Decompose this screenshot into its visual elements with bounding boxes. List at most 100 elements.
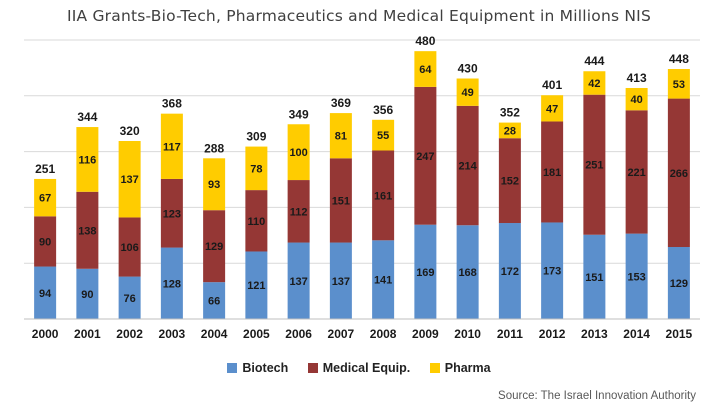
data-label-medical-equip: 112 bbox=[290, 206, 308, 218]
total-label: 352 bbox=[500, 106, 520, 120]
x-tick-label: 2011 bbox=[497, 327, 523, 341]
bar-medical-equip bbox=[583, 94, 606, 235]
legend-label-biotech: Biotech bbox=[242, 361, 289, 375]
x-tick-label: 2003 bbox=[159, 327, 186, 341]
bar-medical-equip bbox=[667, 98, 690, 248]
x-tick-label: 2012 bbox=[539, 327, 566, 341]
legend-label-medical-equip: Medical Equip. bbox=[322, 361, 411, 375]
data-label-medical-equip: 152 bbox=[501, 176, 519, 188]
legend: Biotech Medical Equip. Pharma bbox=[0, 361, 718, 376]
data-label-pharma: 64 bbox=[419, 64, 432, 76]
data-label-medical-equip: 161 bbox=[374, 190, 392, 202]
bar-pharma bbox=[34, 178, 57, 217]
data-label-medical-equip: 181 bbox=[543, 167, 561, 179]
data-label-biotech: 153 bbox=[627, 271, 645, 283]
bar-biotech bbox=[625, 233, 648, 319]
legend-swatch-pharma bbox=[429, 363, 440, 373]
bar-biotech bbox=[329, 242, 352, 319]
data-label-medical-equip: 110 bbox=[248, 216, 266, 228]
chart-title: IIA Grants-Bio-Tech, Pharmaceutics and M… bbox=[66, 7, 651, 25]
data-label-pharma: 49 bbox=[462, 87, 474, 99]
legend-swatch-biotech bbox=[227, 363, 238, 373]
bar-pharma bbox=[160, 113, 183, 179]
data-label-pharma: 117 bbox=[163, 141, 181, 153]
x-tick-label: 2005 bbox=[243, 327, 270, 341]
bar-medical-equip bbox=[498, 138, 521, 224]
data-label-biotech: 66 bbox=[208, 296, 220, 308]
data-label-pharma: 28 bbox=[504, 125, 516, 137]
total-label: 349 bbox=[289, 107, 309, 121]
x-tick-label: 2004 bbox=[201, 327, 228, 341]
data-label-biotech: 128 bbox=[163, 278, 181, 290]
bar-medical-equip bbox=[160, 178, 183, 248]
bar-medical-equip bbox=[203, 210, 226, 283]
bar-pharma bbox=[414, 51, 437, 87]
data-label-biotech: 137 bbox=[289, 276, 307, 288]
bar-biotech bbox=[118, 276, 141, 319]
data-label-pharma: 100 bbox=[289, 147, 307, 159]
total-label: 480 bbox=[415, 34, 435, 48]
data-label-medical-equip: 151 bbox=[332, 195, 350, 207]
total-label: 309 bbox=[246, 130, 266, 144]
total-label: 251 bbox=[35, 162, 55, 176]
data-label-biotech: 169 bbox=[416, 267, 434, 279]
data-label-pharma: 78 bbox=[250, 163, 262, 175]
total-label: 356 bbox=[373, 103, 393, 117]
legend-swatch-medical-equip bbox=[307, 363, 318, 373]
legend-item-biotech: Biotech bbox=[227, 361, 288, 375]
bar-biotech bbox=[203, 282, 226, 319]
bar-pharma bbox=[245, 146, 268, 191]
total-label: 444 bbox=[584, 54, 604, 68]
data-label-biotech: 172 bbox=[501, 266, 519, 278]
bar-pharma bbox=[625, 87, 648, 111]
source-note: Source: The Israel Innovation Authority bbox=[498, 390, 696, 402]
bar-biotech bbox=[583, 234, 606, 319]
data-label-medical-equip: 138 bbox=[78, 225, 96, 237]
bar-medical-equip bbox=[34, 216, 57, 267]
data-label-medical-equip: 106 bbox=[120, 242, 138, 254]
data-label-biotech: 141 bbox=[374, 275, 392, 287]
bar-biotech bbox=[372, 240, 395, 319]
data-label-biotech: 129 bbox=[670, 278, 688, 290]
bar-biotech bbox=[541, 222, 564, 319]
data-label-medical-equip: 221 bbox=[627, 167, 645, 179]
x-tick-label: 2002 bbox=[116, 327, 143, 341]
bar-medical-equip bbox=[118, 217, 141, 277]
bar-pharma bbox=[76, 127, 99, 192]
data-label-biotech: 94 bbox=[39, 288, 52, 300]
legend-item-pharma: Pharma bbox=[429, 361, 491, 375]
plot-area: 94 90 67 251 2000 90 138 116 344 2001 76 106 137 320 2… bbox=[24, 34, 700, 341]
x-tick-label: 2007 bbox=[328, 327, 355, 341]
data-label-pharma: 67 bbox=[39, 193, 51, 205]
bar-biotech bbox=[414, 224, 437, 319]
bar-biotech bbox=[245, 251, 268, 319]
bar-pharma bbox=[667, 69, 690, 99]
x-tick-label: 2015 bbox=[666, 327, 693, 341]
data-label-biotech: 137 bbox=[332, 276, 350, 288]
data-label-pharma: 55 bbox=[377, 130, 389, 142]
x-tick-label: 2013 bbox=[581, 327, 608, 341]
bar-medical-equip bbox=[414, 86, 437, 225]
bar-medical-equip bbox=[245, 190, 268, 252]
total-label: 368 bbox=[162, 97, 182, 111]
bar-medical-equip bbox=[287, 180, 310, 243]
data-label-biotech: 151 bbox=[585, 272, 603, 284]
bar-pharma bbox=[287, 124, 310, 181]
bar-medical-equip bbox=[76, 191, 99, 269]
total-label: 401 bbox=[542, 78, 562, 92]
bar-biotech bbox=[456, 225, 479, 319]
bar-biotech bbox=[160, 247, 183, 319]
data-label-medical-equip: 251 bbox=[585, 160, 603, 172]
bar-pharma bbox=[118, 140, 141, 218]
x-tick-label: 2009 bbox=[412, 327, 439, 341]
data-label-biotech: 121 bbox=[247, 280, 265, 292]
data-label-pharma: 47 bbox=[546, 103, 558, 115]
x-tick-label: 2006 bbox=[285, 327, 312, 341]
data-label-medical-equip: 90 bbox=[39, 236, 51, 248]
x-tick-label: 2014 bbox=[623, 327, 650, 341]
data-label-pharma: 116 bbox=[79, 154, 97, 166]
x-tick-label: 2010 bbox=[454, 327, 481, 341]
data-label-pharma: 93 bbox=[208, 179, 220, 191]
bar-biotech bbox=[76, 268, 99, 319]
total-label: 344 bbox=[77, 110, 97, 124]
